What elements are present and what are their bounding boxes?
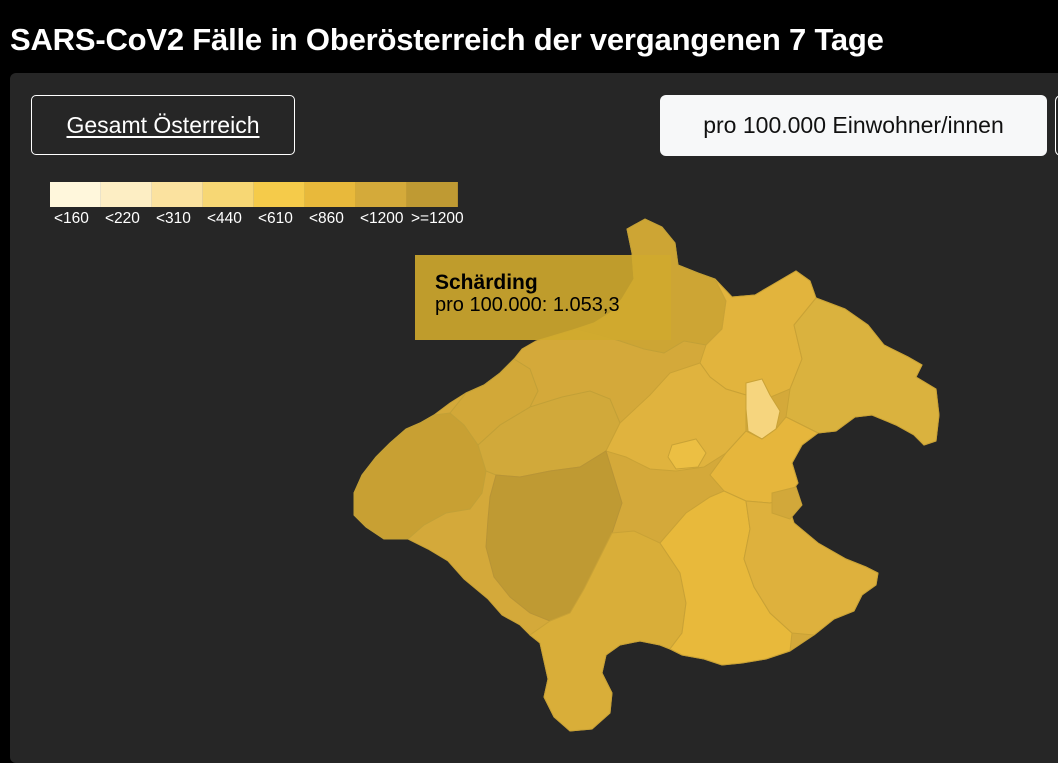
legend-swatch bbox=[203, 182, 254, 207]
district-region[interactable] bbox=[771, 486, 803, 520]
tooltip-district-name: Schärding bbox=[435, 271, 538, 294]
legend-swatch bbox=[407, 182, 458, 207]
district-region[interactable] bbox=[529, 530, 687, 732]
legend-labels: <160 <220 <310 <440 <610 <860 <1200 >=1200 bbox=[50, 207, 464, 227]
legend-swatch bbox=[305, 182, 356, 207]
legend-label: <160 bbox=[54, 210, 89, 227]
upper-austria-map bbox=[353, 218, 940, 732]
legend-swatch bbox=[356, 182, 407, 207]
per-100k-toggle-button[interactable]: pro 100.000 Einwohner/innen bbox=[660, 95, 1047, 156]
legend-label: <1200 bbox=[360, 210, 404, 227]
legend-swatch bbox=[152, 182, 203, 207]
district-region[interactable] bbox=[449, 358, 539, 446]
legend-label: <860 bbox=[309, 210, 344, 227]
legend-label: <440 bbox=[207, 210, 242, 227]
austria-total-button[interactable]: Gesamt Österreich bbox=[31, 95, 295, 155]
legend-swatch bbox=[254, 182, 305, 207]
legend-swatches bbox=[50, 182, 458, 207]
map-panel: Gesamt Österreich pro 100.000 Einwohner/… bbox=[10, 73, 1058, 763]
page-title: SARS-CoV2 Fälle in Oberösterreich der ve… bbox=[10, 22, 884, 57]
legend-swatch bbox=[101, 182, 152, 207]
district-region[interactable] bbox=[785, 297, 940, 446]
legend-label: <220 bbox=[105, 210, 140, 227]
district-region[interactable] bbox=[743, 498, 879, 636]
color-legend: <160 <220 <310 <440 <610 <860 <1200 >=1200 bbox=[50, 182, 464, 227]
district-region[interactable] bbox=[659, 490, 793, 666]
legend-label: >=1200 bbox=[411, 210, 464, 227]
district-region[interactable] bbox=[667, 438, 707, 470]
legend-label: <310 bbox=[156, 210, 191, 227]
legend-swatch bbox=[50, 182, 101, 207]
tooltip-value: pro 100.000: 1.053,3 bbox=[435, 294, 620, 316]
district-tooltip: Schärding pro 100.000: 1.053,3 bbox=[415, 255, 671, 340]
legend-label: <610 bbox=[258, 210, 293, 227]
